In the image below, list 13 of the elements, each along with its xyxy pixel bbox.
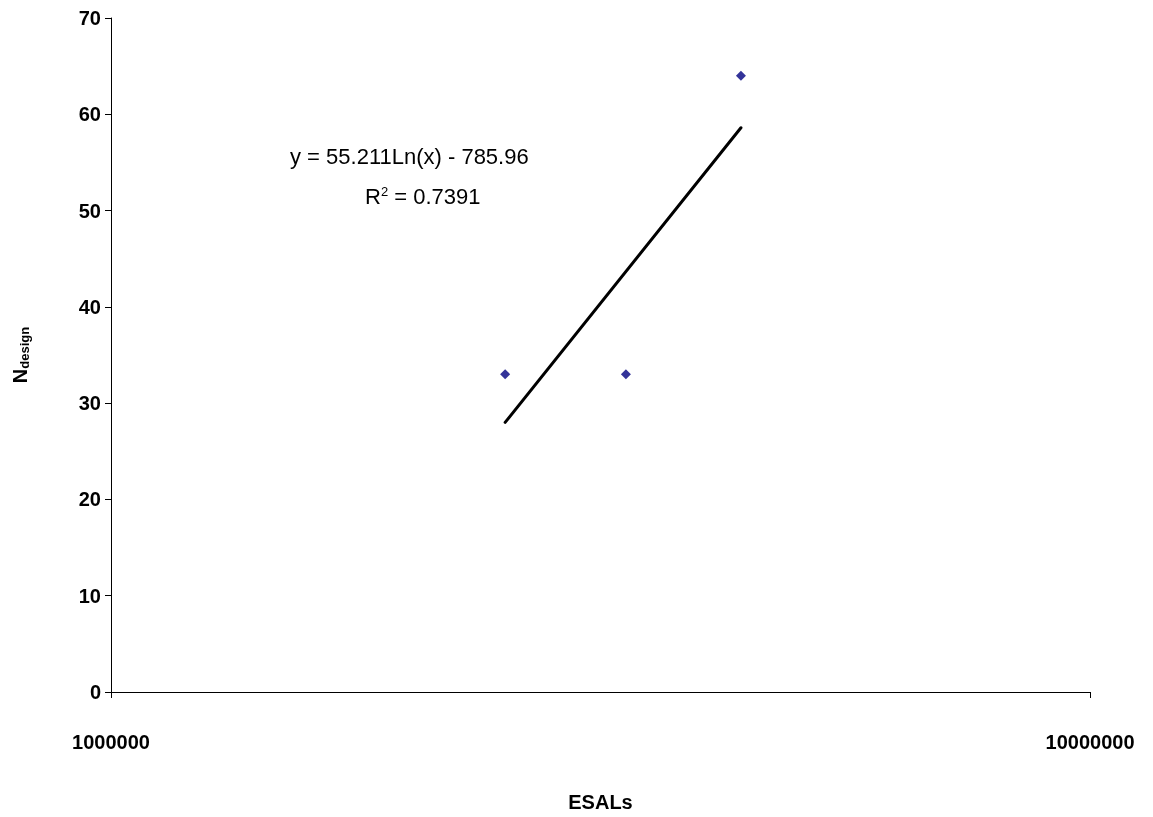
y-tick-label: 0: [89, 681, 101, 703]
y-tick-label: 10: [78, 584, 101, 607]
y-tick-label: 60: [78, 103, 101, 126]
y-tick-label: 50: [78, 199, 101, 222]
y-tick-label: 70: [78, 7, 101, 29]
y-tick-label: 30: [78, 392, 101, 415]
x-axis-title: ESALs: [568, 791, 633, 813]
annotation: y = 55.211Ln(x) - 785.96: [290, 143, 529, 169]
y-tick-label: 40: [78, 295, 101, 318]
x-tick-label: 1000000: [72, 731, 150, 753]
y-axis-title: Ndesign: [8, 326, 32, 384]
x-tick-label: 10000000: [1045, 731, 1135, 753]
y-tick-label: 20: [78, 488, 101, 511]
